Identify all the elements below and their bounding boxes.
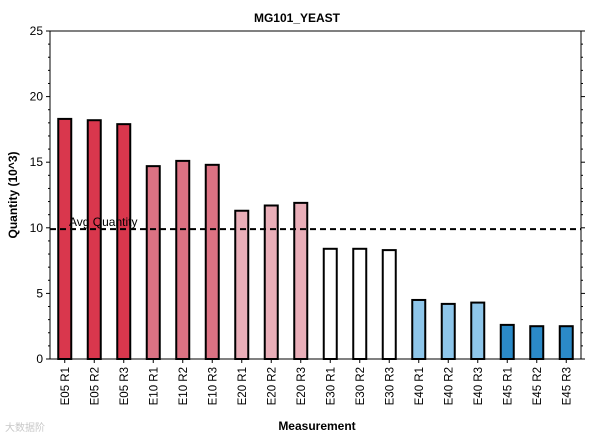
watermark: 大数据阶 <box>5 421 45 434</box>
bar-e45-r2[interactable] <box>529 325 545 361</box>
x-tick-label: E10 R2 <box>178 367 190 405</box>
bar-e30-r3[interactable] <box>381 249 397 361</box>
bar-e30-r2[interactable] <box>352 247 368 361</box>
plot-frame <box>49 30 582 360</box>
x-tick-label: E10 R1 <box>148 367 160 405</box>
y-tick-label: 0 <box>36 352 43 366</box>
chart-title: MG101_YEAST <box>254 11 341 25</box>
bar-e40-r2[interactable] <box>440 302 456 360</box>
y-tick-label: 25 <box>30 24 44 38</box>
x-tick-label: E45 R1 <box>502 367 514 405</box>
bar-e10-r3[interactable] <box>204 163 220 360</box>
y-tick-label: 15 <box>30 155 44 169</box>
bar-e45-r3[interactable] <box>558 325 574 361</box>
bar-e05-r2[interactable] <box>86 119 102 360</box>
bar-e05-r1[interactable] <box>57 117 73 360</box>
y-tick-label: 10 <box>30 221 44 235</box>
x-tick-label: E45 R2 <box>532 367 544 405</box>
bar-e40-r3[interactable] <box>470 301 486 361</box>
bar-e40-r1[interactable] <box>411 298 427 360</box>
x-tick-label: E20 R1 <box>237 367 249 405</box>
x-tick-label: E45 R3 <box>561 367 573 405</box>
x-tick-label: E20 R3 <box>296 367 308 405</box>
x-tick-label: E30 R3 <box>384 367 396 405</box>
x-axis: E05 R1 E05 R2 E05 R3 E10 R1 E10 R2 E10 R3 E20 … <box>60 359 573 405</box>
bar-e20-r1[interactable] <box>234 209 250 360</box>
bar-e05-r3[interactable] <box>116 123 132 361</box>
x-tick-label: E05 R2 <box>89 367 101 405</box>
bars <box>57 117 574 361</box>
y-tick-label: 20 <box>30 90 44 104</box>
bar-e45-r1[interactable] <box>499 323 515 360</box>
bar-e20-r3[interactable] <box>293 201 309 360</box>
x-tick-label: E40 R3 <box>473 367 485 405</box>
y-axis-title: Quantity (10^3) <box>6 151 20 238</box>
reference-line-group: Avg Quantity <box>50 215 581 231</box>
x-tick-label: E05 R1 <box>60 367 72 405</box>
x-tick-label: E30 R1 <box>325 367 337 405</box>
bar-e30-r1[interactable] <box>322 247 338 361</box>
x-tick-label: E30 R2 <box>355 367 367 405</box>
x-axis-title: Measurement <box>278 419 355 433</box>
y-axis: 0 5 10 15 20 25 <box>30 24 585 366</box>
x-tick-label: E40 R1 <box>414 367 426 405</box>
bar-e10-r1[interactable] <box>145 165 161 360</box>
x-tick-label: E20 R2 <box>266 367 278 405</box>
bar-e10-r2[interactable] <box>175 159 191 360</box>
x-tick-label: E10 R3 <box>207 367 219 405</box>
avg-quantity-label: Avg Quantity <box>69 215 137 229</box>
x-tick-label: E40 R2 <box>443 367 455 405</box>
y-tick-label: 5 <box>36 286 43 300</box>
x-tick-label: E05 R3 <box>119 367 131 405</box>
